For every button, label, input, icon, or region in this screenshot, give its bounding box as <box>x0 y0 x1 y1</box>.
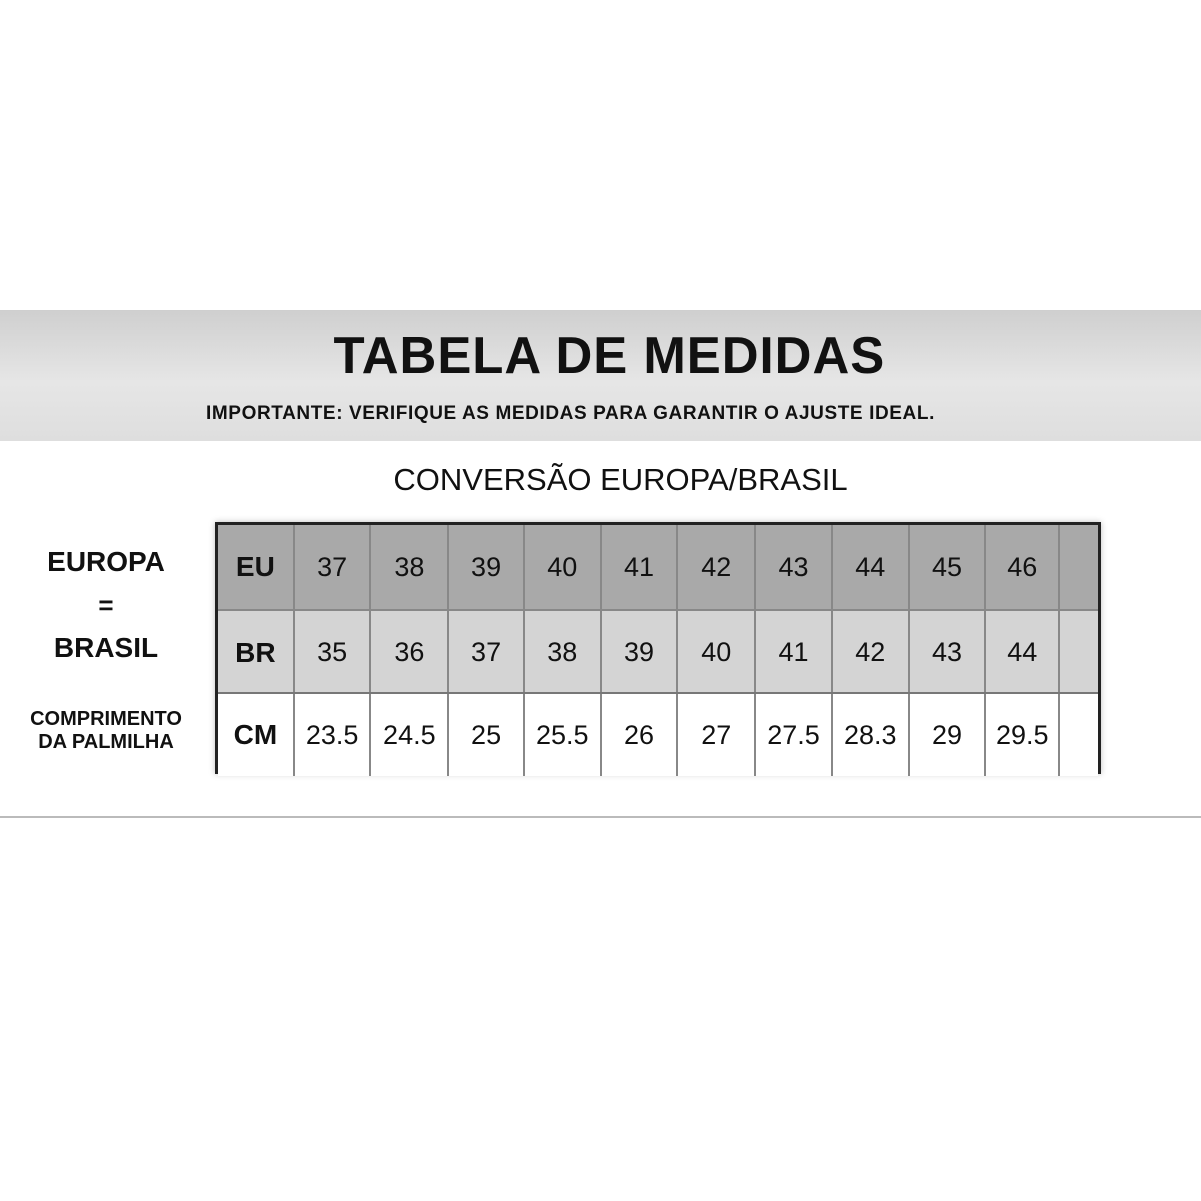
label-europa: EUROPA <box>47 546 165 577</box>
row-header: CM <box>218 694 295 776</box>
divider <box>0 816 1201 818</box>
table-cell: 38 <box>525 611 602 694</box>
row-header: EU <box>218 525 295 609</box>
table-cell: 25 <box>449 694 525 776</box>
table-cell: 42 <box>833 611 910 694</box>
table-cell: 37 <box>295 525 372 609</box>
table-cell <box>1060 611 1098 694</box>
table-cell: 46 <box>986 525 1061 609</box>
header-band <box>0 310 1201 441</box>
table-cell: 24.5 <box>371 694 450 776</box>
table-cell: 40 <box>525 525 602 609</box>
table-cell: 38 <box>371 525 450 609</box>
label-brasil: BRASIL <box>53 632 159 663</box>
table-cell: 35 <box>295 611 372 694</box>
table-cell: 41 <box>602 525 679 609</box>
table-cell: 29.5 <box>986 694 1061 776</box>
size-table: EU 37 38 39 40 41 42 43 44 45 46 BR 35 36 37 38 39 40 41 42… <box>215 522 1101 776</box>
page-subtitle: IMPORTANTE: VERIFIQUE AS MEDIDAS PARA GA… <box>206 403 935 424</box>
row-header: BR <box>218 611 295 694</box>
label-comprimento: COMPRIMENTO DA PALMILHA <box>6 708 206 754</box>
table-cell: 29 <box>910 694 987 776</box>
table-cell: 23.5 <box>295 694 372 776</box>
table-cell: 41 <box>756 611 833 694</box>
table-row-cm: CM 23.5 24.5 25 25.5 26 27 27.5 28.3 29 29.5 <box>218 692 1098 776</box>
table-cell: 43 <box>910 611 987 694</box>
label-comprimento-line1: COMPRIMENTO <box>30 708 182 730</box>
table-cell: 44 <box>833 525 910 609</box>
table-cell: 39 <box>449 525 525 609</box>
table-cell: 28.3 <box>833 694 910 776</box>
section-title: CONVERSÃO EUROPA/BRASIL <box>393 462 848 497</box>
table-cell <box>1060 694 1098 776</box>
table-row-br: BR 35 36 37 38 39 40 41 42 43 44 <box>218 609 1098 694</box>
table-cell: 39 <box>602 611 679 694</box>
page-title: TABELA DE MEDIDAS <box>333 327 886 385</box>
table-cell: 43 <box>756 525 833 609</box>
label-comprimento-line2: DA PALMILHA <box>38 731 174 753</box>
table-cell: 40 <box>678 611 757 694</box>
table-cell: 26 <box>602 694 679 776</box>
table-cell: 27 <box>678 694 757 776</box>
table-row-eu: EU 37 38 39 40 41 42 43 44 45 46 <box>218 525 1098 609</box>
table-cell: 37 <box>449 611 525 694</box>
table-cell <box>1060 525 1098 609</box>
table-cell: 44 <box>986 611 1061 694</box>
table-cell: 27.5 <box>756 694 833 776</box>
label-equals: = <box>98 590 114 620</box>
table-cell: 45 <box>910 525 987 609</box>
table-cell: 36 <box>371 611 450 694</box>
table-cell: 42 <box>678 525 757 609</box>
table-cell: 25.5 <box>525 694 602 776</box>
